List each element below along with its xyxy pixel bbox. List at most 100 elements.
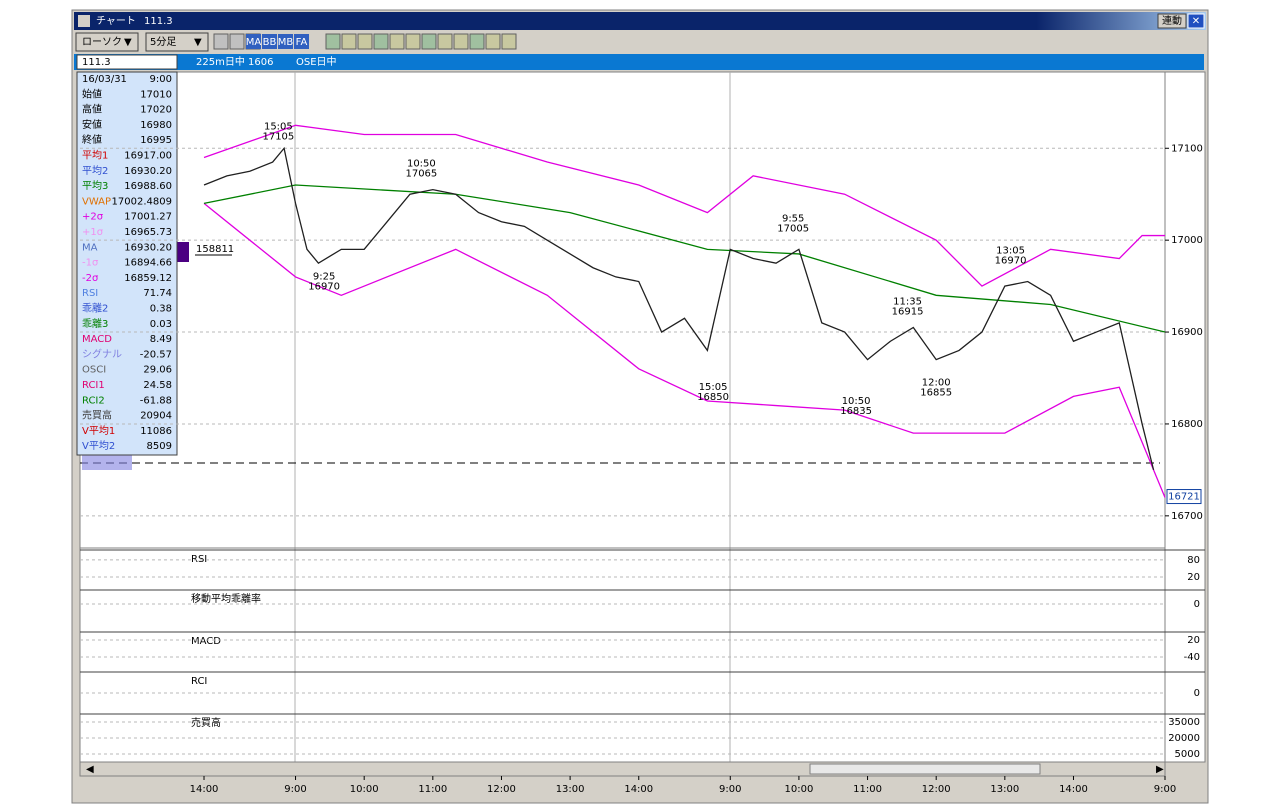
y-tick-label: -40 xyxy=(1184,652,1200,663)
tool-icon[interactable] xyxy=(341,33,357,50)
tool-icon[interactable] xyxy=(357,33,373,50)
y-tick-label: 5000 xyxy=(1175,749,1200,760)
tool-icon[interactable] xyxy=(485,33,501,50)
title-bar xyxy=(74,12,1206,30)
link-button[interactable] xyxy=(1157,13,1187,29)
info-value: 16930.20 xyxy=(124,242,172,253)
tool-button[interactable] xyxy=(278,34,293,49)
tool-icon[interactable] xyxy=(453,33,469,50)
info-value: 11086 xyxy=(140,426,172,437)
price-line xyxy=(203,184,1166,333)
info-value: 20904 xyxy=(140,411,172,422)
x-tick-label: 11:00 xyxy=(853,784,882,795)
x-tick-label: 10:00 xyxy=(784,784,813,795)
info-value: 71.74 xyxy=(143,288,172,299)
y-tick-label: 20 xyxy=(1187,635,1200,646)
interval-select[interactable] xyxy=(145,32,209,52)
info-label: MACD xyxy=(82,334,112,345)
info-value: 17020 xyxy=(140,105,172,116)
y-tick-label: 20 xyxy=(1187,572,1200,583)
tool-button[interactable] xyxy=(294,34,309,49)
annotation-time: 13:05 xyxy=(996,246,1025,257)
info-label: -2σ xyxy=(82,273,99,284)
info-date: 16/03/31 xyxy=(82,74,127,85)
tool-button[interactable] xyxy=(262,34,277,49)
tool-icon[interactable] xyxy=(437,33,453,50)
info-value: 17010 xyxy=(140,89,172,100)
panel-title: 移動平均乖離率 xyxy=(191,592,261,605)
session-name: OSE日中 xyxy=(296,55,337,68)
annotation-time: 15:05 xyxy=(699,382,728,393)
annotation-value: 16970 xyxy=(995,256,1027,267)
tool-button-label: BB xyxy=(263,37,277,48)
info-value: 16995 xyxy=(140,135,172,146)
info-label: V平均2 xyxy=(82,439,115,452)
contract-name: 225m日中 1606 xyxy=(196,55,273,68)
info-value: 8509 xyxy=(147,441,172,452)
info-label: MA xyxy=(82,242,98,253)
window-title: チャート xyxy=(96,15,136,27)
tool-icon[interactable] xyxy=(501,33,517,50)
tool-icon xyxy=(213,33,229,50)
annotation-value: 17065 xyxy=(405,168,437,179)
y-tick-label: 80 xyxy=(1187,555,1200,566)
x-tick-label: 9:00 xyxy=(284,784,306,795)
info-time: 9:00 xyxy=(150,74,172,85)
info-label: 乖離2 xyxy=(82,302,108,315)
code-input[interactable] xyxy=(76,54,178,70)
info-value: 16930.20 xyxy=(124,166,172,177)
scroll-left[interactable]: ◀ xyxy=(86,764,94,775)
y-tick-label: 35000 xyxy=(1168,717,1200,728)
tool-icon[interactable] xyxy=(373,33,389,50)
scroll-right[interactable]: ▶ xyxy=(1156,764,1164,775)
x-tick-label: 14:00 xyxy=(1059,784,1088,795)
tool-icon[interactable] xyxy=(469,33,485,50)
y-tick-label: 0 xyxy=(1194,599,1200,610)
tool-button-label: MA xyxy=(246,37,262,48)
info-label: 平均3 xyxy=(82,179,108,192)
x-tick-label: 10:00 xyxy=(350,784,379,795)
info-value: 16917.00 xyxy=(124,151,172,162)
annotation-time: 9:55 xyxy=(782,214,804,225)
x-tick-label: 11:00 xyxy=(418,784,447,795)
tool-icon xyxy=(229,33,245,50)
info-value: 17001.27 xyxy=(124,212,172,223)
y-tick-label: 17000 xyxy=(1171,235,1203,246)
tool-button-label: MB xyxy=(278,37,294,48)
annotation-time: 10:50 xyxy=(842,396,871,407)
info-value: 16980 xyxy=(140,120,172,131)
annotation-time: 12:00 xyxy=(922,377,951,388)
info-label: シグナル xyxy=(82,347,122,360)
tool-icon[interactable] xyxy=(389,33,405,50)
info-label: 平均2 xyxy=(82,164,108,177)
interval-value: 5分足 xyxy=(150,36,176,48)
window-code: 111.3 xyxy=(144,16,173,27)
info-label: 乖離3 xyxy=(82,317,108,330)
annotation-value: 16835 xyxy=(840,406,872,417)
annotation-time: 10:50 xyxy=(407,158,436,169)
price-line xyxy=(203,124,1165,287)
tool-icon[interactable] xyxy=(405,33,421,50)
y-tick-label: 16700 xyxy=(1171,511,1203,522)
info-label: 平均1 xyxy=(82,149,108,162)
dropdown-arrow: ▼ xyxy=(124,37,132,48)
side-marker: 158811 xyxy=(196,244,234,255)
x-tick-label: 14:00 xyxy=(190,784,219,795)
close-button[interactable] xyxy=(1187,13,1205,29)
info-value: 16859.12 xyxy=(124,273,172,284)
chart-type-select[interactable] xyxy=(75,32,139,52)
info-label: -1σ xyxy=(82,258,99,269)
tool-icon[interactable] xyxy=(421,33,437,50)
last-price-box xyxy=(1166,489,1202,505)
reference-marker xyxy=(82,455,132,470)
code-input-value: 111.3 xyxy=(82,57,111,68)
tool-icon[interactable] xyxy=(325,33,341,50)
panel-title: MACD xyxy=(191,636,221,647)
info-label: +1σ xyxy=(82,227,104,238)
scroll-thumb[interactable] xyxy=(809,763,1041,775)
annotation-value: 17105 xyxy=(262,132,294,143)
tool-button[interactable] xyxy=(246,34,261,49)
info-label: 安値 xyxy=(82,118,102,131)
